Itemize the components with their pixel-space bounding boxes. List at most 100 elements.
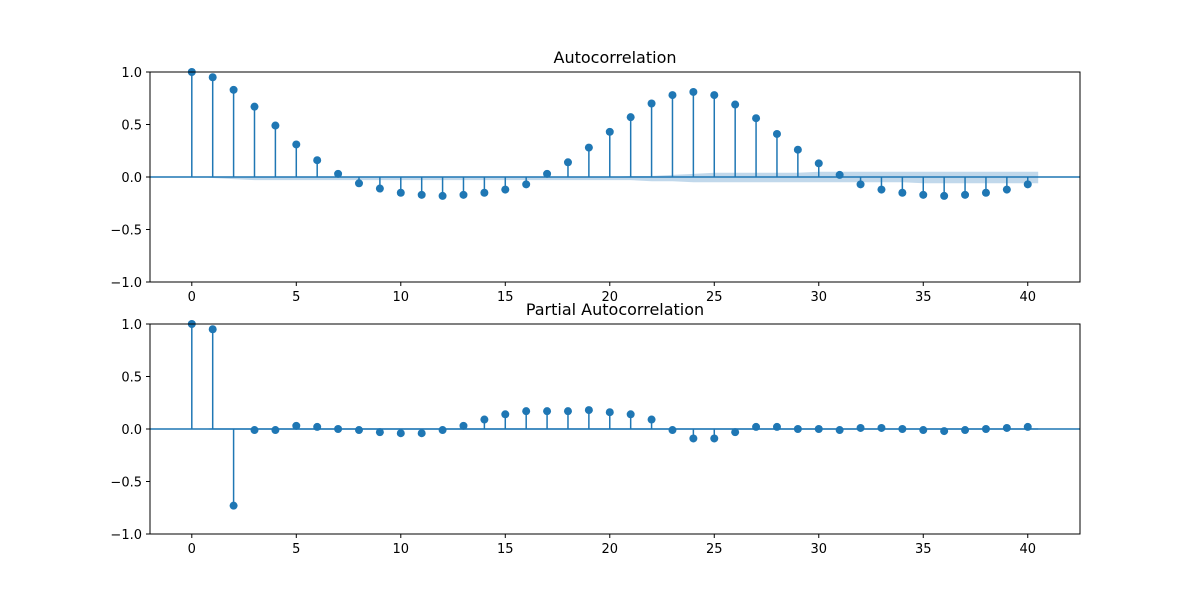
acf-marker-lag-36 (940, 191, 949, 200)
acf-marker-lag-33 (877, 185, 886, 194)
pacf-y-tick-label-1: 0.5 (121, 371, 142, 386)
pacf-marker-lag-20 (605, 408, 614, 417)
pacf-y-tick-label-0: 1.0 (121, 318, 142, 333)
acf-stems-layer (150, 68, 1080, 200)
pacf-marker-lag-19 (584, 406, 593, 415)
acf-x-tick-label-35: 35 (915, 290, 932, 305)
acf-marker-lag-9 (375, 184, 384, 193)
pacf-y-tick-label-3: −0.5 (110, 476, 142, 491)
acf-marker-lag-11 (417, 190, 426, 199)
pacf-marker-lag-5 (292, 421, 301, 430)
pacf-marker-lag-39 (1002, 423, 1011, 432)
pacf-marker-lag-12 (438, 426, 447, 435)
pacf-y-tick-label-4: −1.0 (110, 528, 142, 543)
pacf-axes-layer: 0 5 10 15 20 25 30 35 40 1.0 0.5 0.0 −0.5 −1.0 (110, 318, 1081, 557)
acf-marker-lag-4 (271, 121, 280, 130)
pacf-marker-lag-3 (250, 426, 259, 435)
pacf-marker-lag-1 (208, 325, 217, 334)
acf-marker-lag-16 (522, 180, 531, 189)
acf-x-tick-label-0: 0 (188, 290, 196, 305)
acf-y-tick-label-3: −0.5 (110, 224, 142, 239)
acf-x-tick-label-40: 40 (1019, 290, 1036, 305)
pacf-marker-lag-31 (835, 426, 844, 435)
acf-marker-lag-3 (250, 102, 259, 111)
pacf-marker-lag-15 (501, 410, 510, 419)
acf-marker-lag-24 (689, 87, 698, 96)
acf-marker-lag-29 (793, 145, 802, 154)
acf-x-tick-label-20: 20 (602, 290, 619, 305)
acf-marker-lag-15 (501, 185, 510, 194)
acf-x-tick-label-5: 5 (292, 290, 300, 305)
acf-marker-lag-1 (208, 73, 217, 82)
pacf-y-tick-label-2: 0.0 (121, 423, 142, 438)
pacf-x-tick-label-20: 20 (602, 542, 619, 557)
acf-marker-lag-30 (814, 159, 823, 168)
pacf-marker-lag-22 (647, 415, 656, 424)
pacf-marker-lag-23 (668, 426, 677, 435)
acf-marker-lag-25 (710, 91, 719, 100)
pacf-marker-lag-37 (961, 426, 970, 435)
pacf-marker-lag-32 (856, 423, 865, 432)
pacf-title: Partial Autocorrelation (526, 300, 704, 319)
acf-marker-lag-19 (584, 143, 593, 152)
acf-marker-lag-32 (856, 180, 865, 189)
acf-marker-lag-35 (919, 190, 928, 199)
pacf-x-tick-label-30: 30 (810, 542, 827, 557)
pacf-stems-layer (150, 320, 1080, 510)
pacf-marker-lag-4 (271, 426, 280, 435)
acf-marker-lag-13 (459, 190, 468, 199)
pacf-x-tick-label-35: 35 (915, 542, 932, 557)
acf-marker-lag-7 (334, 169, 343, 178)
acf-marker-lag-21 (626, 113, 635, 122)
pacf-marker-lag-24 (689, 434, 698, 443)
acf-marker-lag-26 (731, 100, 740, 109)
acf-y-tick-label-0: 1.0 (121, 66, 142, 81)
pacf-marker-lag-10 (396, 429, 405, 438)
pacf-x-tick-label-40: 40 (1019, 542, 1036, 557)
acf-panel: Autocorrelation 0 5 10 15 20 25 30 35 40 1.0 0.5 0.… (110, 48, 1081, 305)
acf-marker-lag-20 (605, 127, 614, 136)
pacf-marker-lag-21 (626, 410, 635, 419)
acf-x-tick-label-15: 15 (497, 290, 514, 305)
acf-marker-lag-34 (898, 188, 907, 197)
acf-x-tick-label-10: 10 (393, 290, 410, 305)
pacf-marker-lag-11 (417, 429, 426, 438)
pacf-x-tick-label-10: 10 (393, 542, 410, 557)
acf-marker-lag-10 (396, 188, 405, 197)
pacf-marker-lag-9 (375, 428, 384, 437)
pacf-marker-lag-33 (877, 423, 886, 432)
pacf-marker-lag-13 (459, 421, 468, 430)
acf-marker-lag-6 (313, 156, 322, 165)
pacf-marker-lag-25 (710, 434, 719, 443)
acf-marker-lag-18 (563, 158, 572, 167)
acf-x-tick-label-25: 25 (706, 290, 723, 305)
acf-marker-lag-2 (229, 85, 238, 94)
pacf-marker-lag-14 (480, 415, 489, 424)
acf-marker-lag-23 (668, 91, 677, 100)
pacf-x-tick-label-0: 0 (188, 542, 196, 557)
acf-marker-lag-28 (772, 129, 781, 138)
pacf-x-tick-label-15: 15 (497, 542, 514, 557)
pacf-marker-lag-16 (522, 407, 531, 416)
acf-marker-lag-38 (981, 188, 990, 197)
acf-y-tick-label-1: 0.5 (121, 119, 142, 134)
acf-marker-lag-22 (647, 99, 656, 108)
pacf-marker-lag-18 (563, 407, 572, 416)
acf-axes-layer: 0 5 10 15 20 25 30 35 40 1.0 0.5 0.0 −0.5 −1.0 (110, 66, 1081, 305)
pacf-marker-lag-26 (731, 428, 740, 437)
acf-marker-lag-17 (543, 169, 552, 178)
acf-marker-lag-27 (752, 114, 761, 123)
acf-marker-lag-12 (438, 191, 447, 200)
acf-x-tick-label-30: 30 (810, 290, 827, 305)
pacf-x-tick-label-5: 5 (292, 542, 300, 557)
pacf-marker-lag-17 (543, 407, 552, 416)
pacf-marker-lag-8 (354, 426, 363, 435)
pacf-x-tick-label-25: 25 (706, 542, 723, 557)
acf-marker-lag-14 (480, 188, 489, 197)
pacf-panel: Partial Autocorrelation 0 5 10 15 20 25 30 35 40… (110, 300, 1081, 557)
acf-marker-lag-5 (292, 140, 301, 149)
acf-y-tick-label-4: −1.0 (110, 276, 142, 291)
pacf-marker-lag-2 (229, 501, 238, 510)
